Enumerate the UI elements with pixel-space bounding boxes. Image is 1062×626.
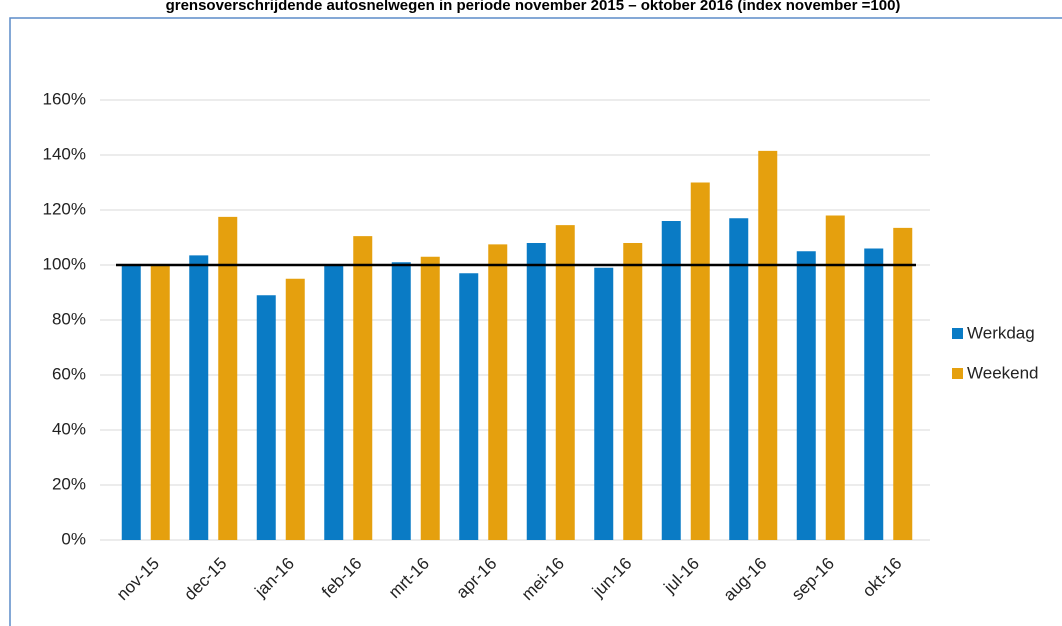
bar: [189, 255, 209, 540]
bar: [285, 278, 305, 540]
bar: [459, 273, 479, 540]
chart-frame: [9, 17, 1062, 626]
bar: [526, 243, 546, 540]
x-tick-label: sep-16: [788, 554, 838, 604]
legend-label: Weekend: [967, 363, 1039, 382]
y-tick-label: 20%: [52, 474, 86, 493]
x-tick-label: jan-16: [250, 554, 298, 602]
bar: [391, 262, 411, 540]
legend-swatch: [952, 328, 963, 339]
bar: [555, 225, 575, 540]
y-tick-label: 100%: [43, 254, 86, 273]
x-tick-label: nov-15: [113, 554, 163, 604]
legend-swatch: [952, 368, 963, 379]
x-tick-label: jul-16: [660, 554, 704, 598]
x-tick-label: jun-16: [588, 554, 636, 602]
bar: [324, 265, 344, 540]
bar: [690, 182, 710, 540]
x-tick-label: dec-15: [180, 554, 230, 604]
y-tick-label: 60%: [52, 364, 86, 383]
chart-title: grensoverschrijdende autosnelwegen in pe…: [166, 0, 901, 14]
x-tick-label: aug-16: [720, 554, 771, 605]
bar: [623, 243, 643, 540]
bar: [488, 244, 508, 540]
bar: [150, 265, 170, 540]
bar: [121, 265, 141, 540]
bar: [864, 248, 884, 540]
bar: [825, 215, 845, 540]
bar: [256, 295, 276, 540]
bar: [353, 236, 373, 540]
x-tick-label: mei-16: [518, 554, 568, 604]
legend-label: Werkdag: [967, 323, 1035, 342]
y-tick-label: 0%: [61, 529, 86, 548]
x-tick-label: mrt-16: [385, 554, 433, 602]
bar: [218, 216, 238, 540]
bar: [420, 256, 440, 540]
bar: [796, 251, 816, 540]
bar: [594, 267, 614, 540]
bar: [729, 218, 749, 540]
y-tick-label: 80%: [52, 309, 86, 328]
y-tick-label: 160%: [43, 89, 86, 108]
x-tick-label: okt-16: [859, 554, 906, 601]
x-tick-label: apr-16: [452, 554, 500, 602]
bar: [893, 227, 913, 540]
bar: [661, 221, 681, 540]
y-tick-label: 120%: [43, 199, 86, 218]
y-tick-label: 40%: [52, 419, 86, 438]
y-tick-label: 140%: [43, 144, 86, 163]
x-tick-label: feb-16: [318, 554, 366, 602]
bar: [758, 150, 778, 540]
